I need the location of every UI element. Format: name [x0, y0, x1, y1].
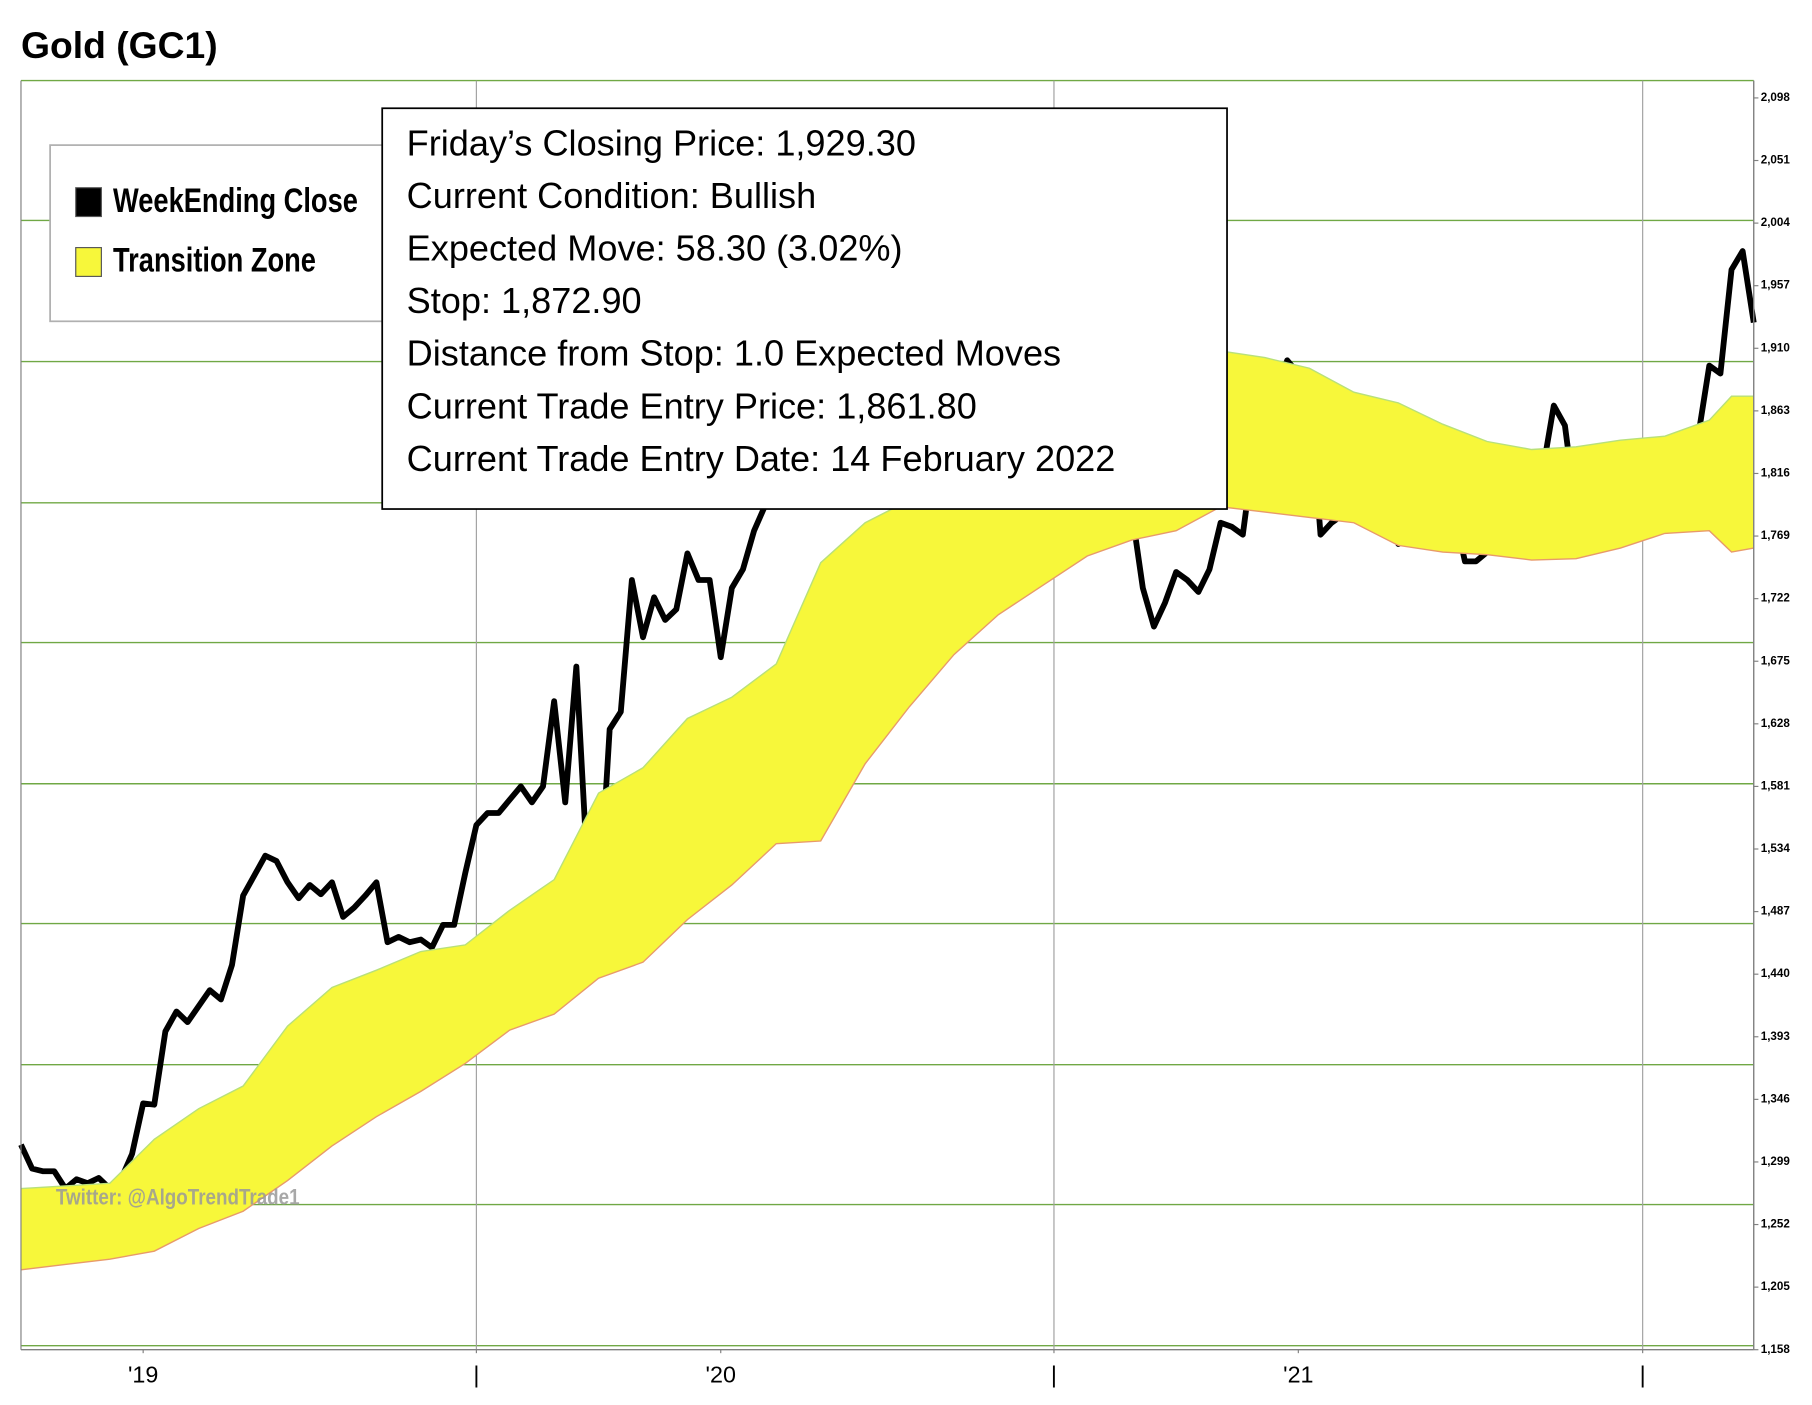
legend: WeekEnding Close Transition Zone	[49, 144, 386, 323]
info-box-frame	[381, 107, 1228, 510]
info-line: Stop: 1,872.90	[407, 280, 642, 321]
info-line: Friday’s Closing Price: 1,929.30	[407, 123, 916, 164]
y-tick-label: 2,098	[1761, 92, 1791, 104]
legend-swatch	[75, 187, 102, 218]
legend-box	[49, 144, 386, 323]
y-tick-label: 1,487	[1761, 906, 1790, 918]
x-tick-label: '19	[128, 1361, 158, 1387]
x-tick-label: '20	[706, 1361, 736, 1387]
y-tick-label: 1,816	[1761, 468, 1791, 480]
y-tick-label: 1,581	[1761, 781, 1791, 793]
y-tick-label: 1,158	[1761, 1344, 1791, 1356]
x-tick-label: |	[1051, 1361, 1057, 1387]
info-line: Current Condition: Bullish	[407, 175, 817, 216]
x-tick-label: '21	[1283, 1361, 1313, 1387]
legend-swatch	[75, 247, 102, 277]
y-tick-label: 1,252	[1761, 1219, 1790, 1231]
band-lower-edge	[20, 506, 1754, 1271]
info-line: Current Trade Entry Price: 1,861.80	[407, 385, 977, 426]
watermark: Twitter: @AlgoTrendTrade1	[56, 1186, 300, 1210]
y-tick-label: 1,957	[1761, 280, 1790, 292]
y-tick-label: 1,628	[1761, 718, 1791, 730]
info-box: Friday’s Closing Price: 1,929.30 Current …	[381, 107, 1228, 510]
info-line: Current Trade Entry Date: 14 February 20…	[407, 438, 1116, 479]
chart-title: Gold (GC1)	[21, 24, 218, 66]
x-tick-label: |	[473, 1361, 479, 1387]
y-tick-label: 1,205	[1761, 1281, 1791, 1293]
y-tick-label: 1,299	[1761, 1156, 1791, 1168]
transition-zone	[20, 350, 1754, 1270]
y-tick-label: 1,910	[1761, 342, 1790, 354]
x-tick-label: |	[1640, 1361, 1646, 1387]
y-tick-label: 1,863	[1761, 405, 1791, 417]
y-tick-label: 1,534	[1761, 843, 1791, 855]
info-line: Expected Move: 58.30 (3.02%)	[407, 228, 903, 269]
info-line: Distance from Stop: 1.0 Expected Moves	[407, 333, 1061, 374]
y-tick-label: 1,440	[1761, 968, 1790, 980]
legend-label: WeekEnding Close	[113, 181, 358, 220]
y-tick-label: 1,675	[1761, 655, 1791, 667]
y-tick-label: 2,004	[1761, 217, 1791, 229]
y-tick-label: 1,346	[1761, 1093, 1791, 1105]
y-tick-label: 1,393	[1761, 1031, 1791, 1043]
legend-label: Transition Zone	[113, 241, 316, 280]
y-tick-label: 1,769	[1761, 530, 1791, 542]
y-tick-label: 1,722	[1761, 593, 1790, 605]
y-tick-label: 2,051	[1761, 155, 1791, 167]
